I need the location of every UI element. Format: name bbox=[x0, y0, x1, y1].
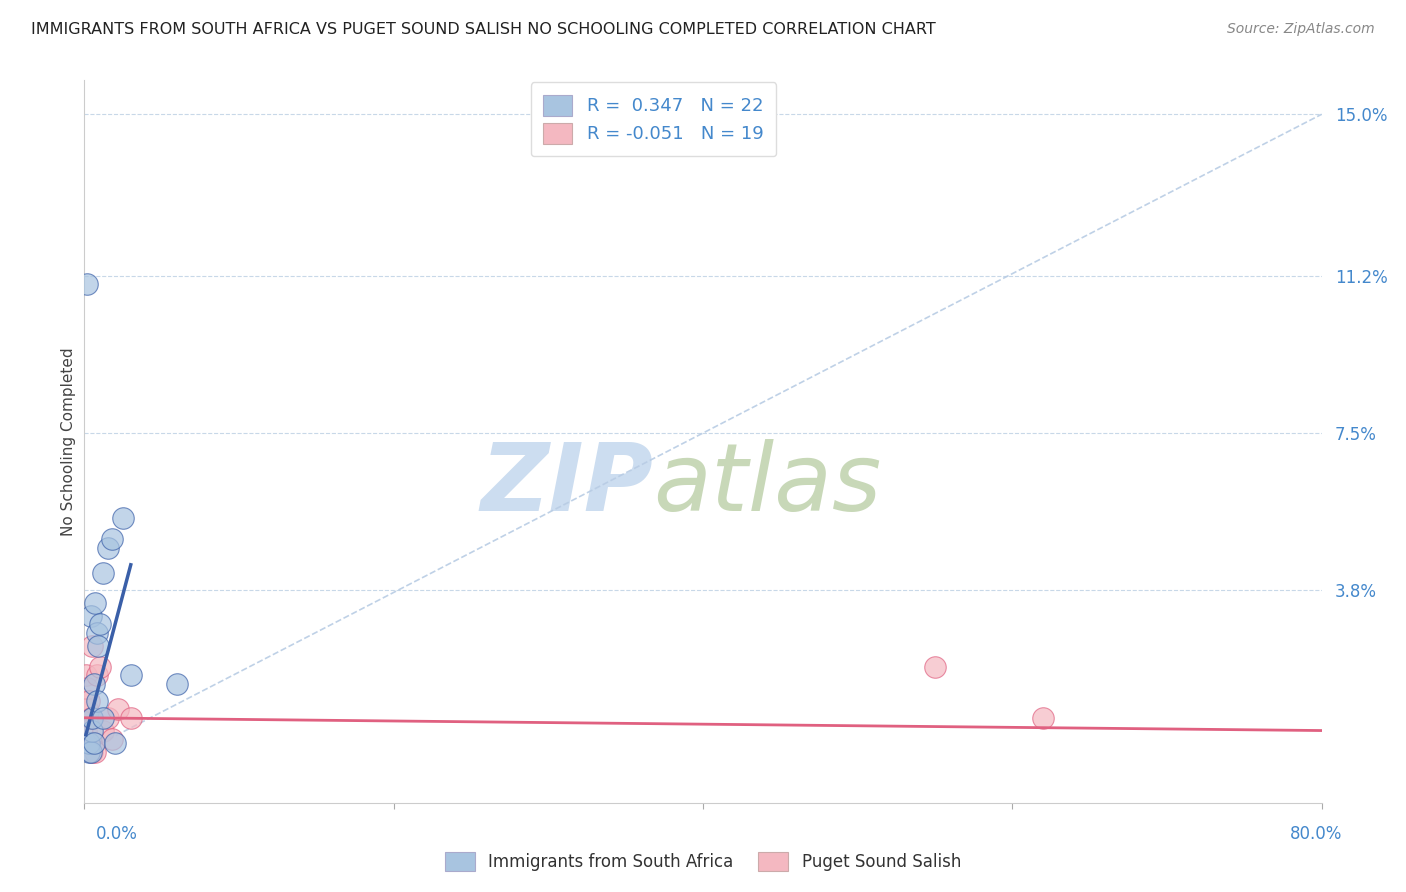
Point bbox=[86, 694, 108, 708]
Point bbox=[101, 533, 124, 547]
Point bbox=[77, 745, 100, 759]
Point bbox=[91, 723, 114, 738]
Point bbox=[924, 660, 946, 674]
Point bbox=[77, 694, 100, 708]
Point bbox=[82, 711, 104, 725]
Point bbox=[89, 660, 111, 674]
Point bbox=[84, 745, 107, 759]
Point bbox=[77, 736, 100, 750]
Point bbox=[91, 566, 114, 581]
Point bbox=[86, 625, 108, 640]
Point bbox=[76, 702, 98, 716]
Point bbox=[112, 511, 135, 525]
Point bbox=[96, 541, 118, 555]
Y-axis label: No Schooling Completed: No Schooling Completed bbox=[60, 347, 76, 536]
Point bbox=[120, 668, 142, 682]
Text: 0.0%: 0.0% bbox=[96, 825, 138, 843]
Point bbox=[89, 617, 111, 632]
Point bbox=[120, 711, 142, 725]
Point bbox=[82, 745, 104, 759]
Legend: R =  0.347   N = 22, R = -0.051   N = 19: R = 0.347 N = 22, R = -0.051 N = 19 bbox=[531, 82, 776, 156]
Point bbox=[107, 702, 129, 716]
Point bbox=[76, 681, 98, 695]
Point bbox=[79, 608, 101, 623]
Point bbox=[87, 639, 110, 653]
Text: ZIP: ZIP bbox=[481, 439, 654, 531]
Point bbox=[83, 677, 105, 691]
Point bbox=[91, 711, 114, 725]
Point bbox=[86, 668, 108, 682]
Point bbox=[83, 736, 105, 750]
Point bbox=[76, 277, 98, 292]
Legend: Immigrants from South Africa, Puget Sound Salish: Immigrants from South Africa, Puget Soun… bbox=[436, 843, 970, 880]
Text: atlas: atlas bbox=[654, 440, 882, 531]
Point bbox=[79, 711, 101, 725]
Point bbox=[79, 745, 101, 759]
Text: 80.0%: 80.0% bbox=[1291, 825, 1343, 843]
Point bbox=[104, 736, 127, 750]
Point bbox=[82, 639, 104, 653]
Point bbox=[82, 723, 104, 738]
Point bbox=[75, 723, 97, 738]
Point bbox=[96, 711, 118, 725]
Text: Source: ZipAtlas.com: Source: ZipAtlas.com bbox=[1227, 22, 1375, 37]
Point bbox=[1032, 711, 1054, 725]
Point bbox=[83, 736, 105, 750]
Point bbox=[101, 732, 124, 747]
Point bbox=[166, 677, 188, 691]
Point bbox=[84, 596, 107, 610]
Text: IMMIGRANTS FROM SOUTH AFRICA VS PUGET SOUND SALISH NO SCHOOLING COMPLETED CORREL: IMMIGRANTS FROM SOUTH AFRICA VS PUGET SO… bbox=[31, 22, 935, 37]
Point bbox=[75, 668, 97, 682]
